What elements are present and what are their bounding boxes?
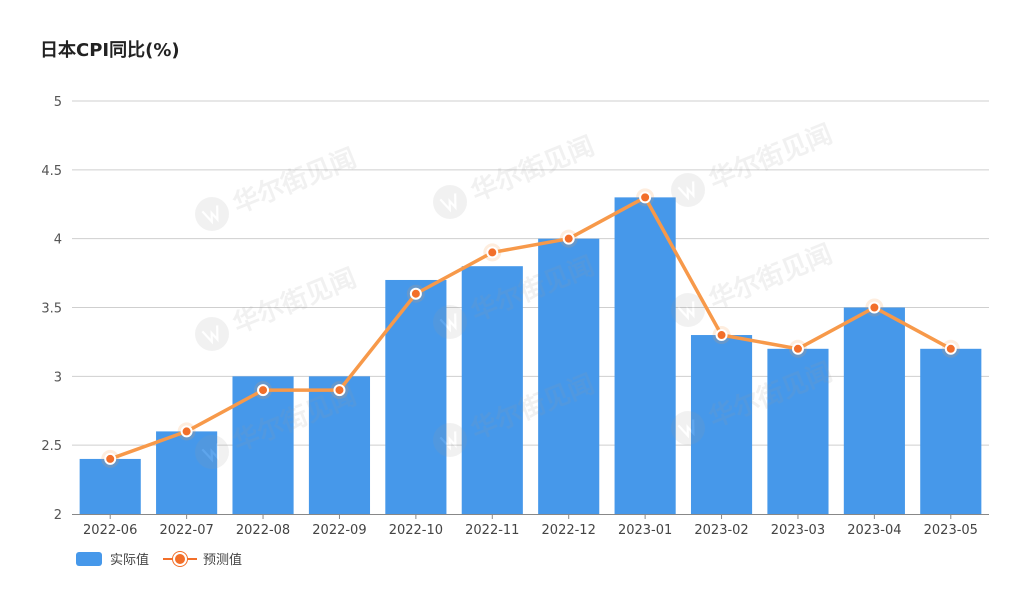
watermark-text: 华尔街见闻 [705,238,837,315]
bar[interactable] [156,431,218,514]
watermark-text: 华尔街见闻 [705,118,837,195]
logo-mark [677,181,695,201]
x-tick-label: 2023-02 [694,523,748,538]
watermark-text: 华尔街见闻 [229,142,361,219]
legend-label-forecast: 预测值 [203,553,243,568]
data-point[interactable] [944,342,957,355]
data-point[interactable] [257,384,270,397]
bar[interactable] [920,348,982,514]
x-tick-label: 2023-05 [924,523,978,538]
bar[interactable] [79,458,141,514]
watermark-logo: 华尔街见闻 [195,142,361,231]
wallstreetcn-logo-icon [195,317,229,351]
bar[interactable] [767,348,829,514]
logo-mark [201,205,219,225]
bar[interactable] [461,266,523,514]
y-axis-ticks: 2 2.5 3 3.5 4 4.5 5 [41,95,62,523]
watermark-logo: 华尔街见闻 [433,130,599,219]
data-point[interactable] [180,425,193,438]
logo-mark [201,443,219,463]
data-point[interactable] [639,191,652,204]
logo-mark [677,301,695,321]
legend-item-actual[interactable]: 实际值 [76,549,149,568]
chart-title: 日本CPI同比(%) [40,40,180,61]
data-point[interactable] [409,287,422,300]
x-tick-label: 2023-01 [618,523,672,538]
x-tick-label: 2022-12 [542,523,596,538]
forecast-line [108,195,953,461]
wallstreetcn-logo-icon [195,197,229,231]
legend-item-forecast[interactable]: 预测值 [163,549,242,568]
bar[interactable] [308,376,371,514]
data-point[interactable] [715,329,728,342]
data-point[interactable] [333,384,346,397]
logo-mark [677,419,695,439]
watermark-text: 华尔街见闻 [467,130,599,207]
bar[interactable] [614,197,676,514]
x-tick-label: 2022-11 [465,523,519,538]
watermark-logo: 华尔街见闻 [195,262,361,351]
y-tick-label: 3.5 [41,302,62,317]
legend-bar-swatch [76,551,102,566]
y-tick-label: 4 [54,233,62,248]
legend: 实际值 预测值 [76,549,256,568]
bar[interactable] [690,335,753,514]
wallstreetcn-logo-icon [671,293,705,327]
wallstreetcn-logo-icon [433,423,467,457]
watermark-text: 华尔街见闻 [229,262,361,339]
x-tick-label: 2022-10 [389,523,443,538]
logo-mark [439,313,457,333]
x-tick-label: 2022-09 [312,523,366,538]
y-tick-label: 5 [54,95,62,110]
bar[interactable] [538,238,600,514]
wallstreetcn-logo-icon [671,411,705,445]
data-point[interactable] [791,342,804,355]
wallstreetcn-logo-icon [433,305,467,339]
data-point[interactable] [562,232,575,245]
x-tick-label: 2023-03 [771,523,825,538]
wallstreetcn-logo-icon [195,435,229,469]
watermark-logo: 华尔街见闻 [671,118,837,207]
y-tick-label: 2.5 [41,439,62,454]
wallstreetcn-logo-icon [671,173,705,207]
logo-mark [439,193,457,213]
legend-line-swatch [163,551,198,566]
data-point[interactable] [868,301,881,314]
x-tick-label: 2022-07 [159,523,213,538]
x-axis: 2022-06 2022-07 2022-08 2022-09 2022-10 2022-… [72,514,989,538]
y-tick-label: 4.5 [41,164,62,179]
y-tick-label: 2 [54,508,62,523]
logo-mark [201,325,219,345]
grid-lines [72,100,989,446]
logo-mark [439,431,457,451]
bar[interactable] [843,307,905,515]
data-point[interactable] [486,246,499,259]
line-series [101,188,960,468]
y-tick-label: 3 [54,370,62,385]
x-tick-label: 2022-08 [236,523,290,538]
legend-label-actual: 实际值 [110,553,150,568]
wallstreetcn-logo-icon [433,185,467,219]
x-tick-label: 2023-04 [847,523,901,538]
x-tick-label: 2022-06 [83,523,137,538]
data-point[interactable] [104,452,117,465]
